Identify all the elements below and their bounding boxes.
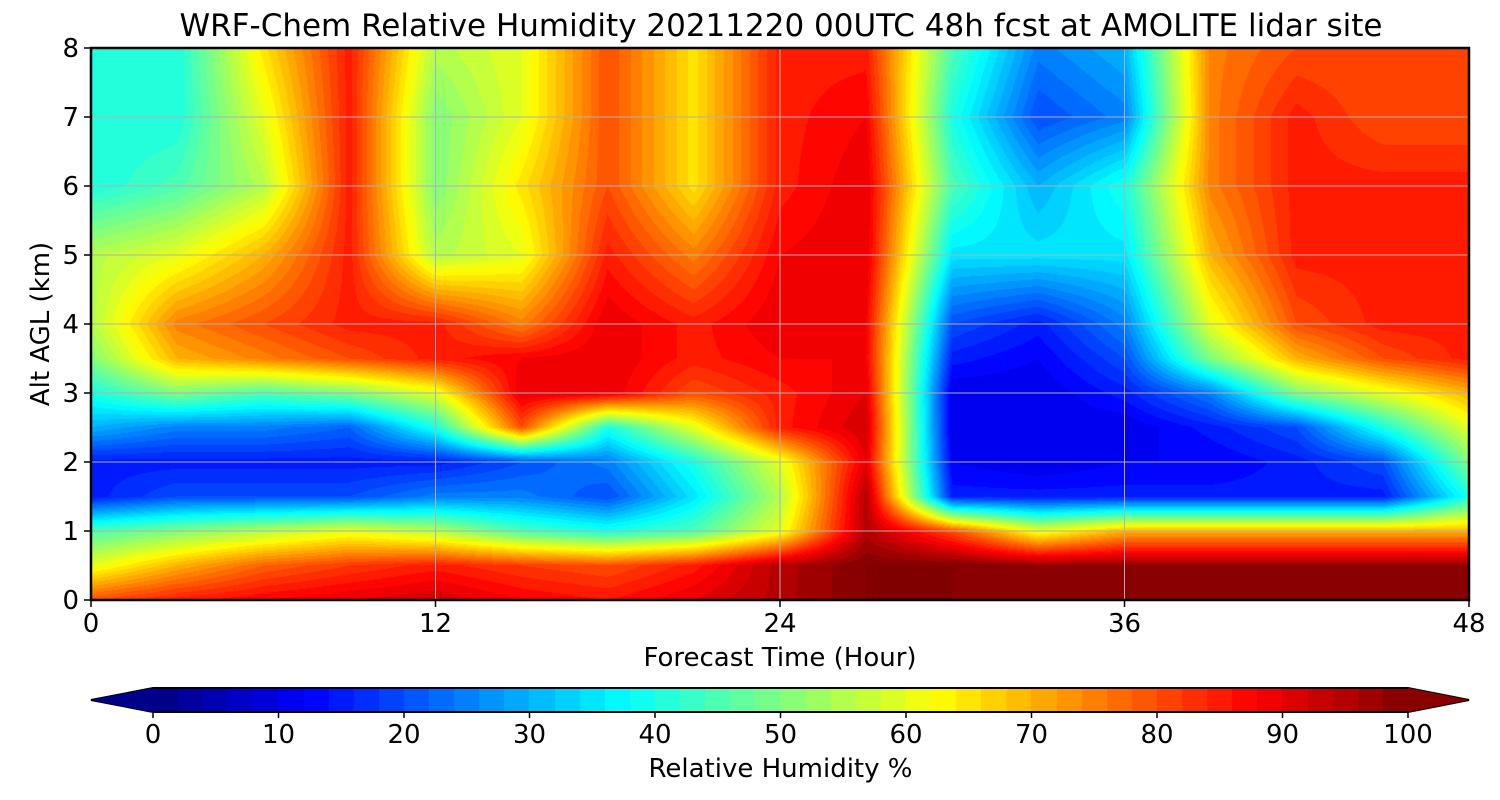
colorbar-tick-label: 90 (1266, 720, 1299, 750)
colorbar-tick-label: 20 (387, 720, 420, 750)
colorbar-tick-label: 30 (513, 720, 546, 750)
chart-title: WRF-Chem Relative Humidity 20211220 00UT… (179, 8, 1383, 44)
colorbar-tick-label: 80 (1140, 720, 1173, 750)
y-tick-label: 0 (62, 586, 79, 616)
x-tick-label: 0 (83, 609, 100, 639)
colorbar-gradient (153, 688, 1408, 712)
x-tick-label: 12 (419, 609, 452, 639)
y-axis-label: Alt AGL (km) (26, 242, 56, 406)
grid-lines (90, 47, 1470, 601)
x-tick-label: 36 (1108, 609, 1141, 639)
colorbar-tick-label: 0 (145, 720, 162, 750)
x-tick-label: 24 (763, 609, 796, 639)
x-axis-label: Forecast Time (Hour) (643, 643, 916, 673)
colorbar-tick-label: 100 (1383, 720, 1433, 750)
y-tick-label: 6 (62, 172, 79, 202)
y-tick-label: 5 (62, 241, 79, 271)
y-tick-label: 1 (62, 517, 79, 547)
y-tick-label: 4 (62, 310, 79, 340)
colorbar-tick-label: 60 (889, 720, 922, 750)
colorbar-tick-label: 50 (764, 720, 797, 750)
colorbar-tick-label: 10 (262, 720, 295, 750)
colorbar-tick-label: 70 (1015, 720, 1048, 750)
colorbar-extend-high (1408, 688, 1469, 712)
x-tick-label: 48 (1452, 609, 1485, 639)
y-tick-label: 8 (62, 34, 79, 64)
colorbar-extend-low (91, 688, 153, 712)
y-tick-label: 3 (62, 379, 79, 409)
y-axis-ticks: 0 1 2 3 4 5 6 7 8 (62, 34, 91, 616)
x-axis-ticks: 0 12 24 36 48 (83, 600, 1486, 639)
colorbar-ticks: 0 10 20 30 40 50 60 70 80 90 100 (145, 712, 1433, 750)
y-tick-label: 2 (62, 448, 79, 478)
colorbar-tick-label: 40 (638, 720, 671, 750)
y-tick-label: 7 (62, 103, 79, 133)
colorbar-outline (90, 687, 1470, 713)
colorbar-label: Relative Humidity % (649, 754, 913, 784)
